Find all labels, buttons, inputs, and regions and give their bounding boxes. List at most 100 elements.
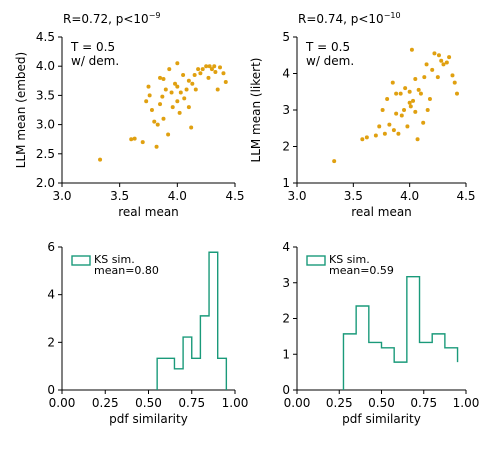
legend-swatch xyxy=(306,255,326,266)
data-point xyxy=(161,116,166,121)
data-point xyxy=(209,67,214,72)
data-point xyxy=(207,64,212,69)
data-point xyxy=(218,65,223,70)
data-point xyxy=(182,96,187,101)
data-point xyxy=(447,55,452,60)
data-point xyxy=(373,133,378,138)
y-axis-label: LLM mean (likert) xyxy=(249,58,263,163)
data-point xyxy=(181,72,186,77)
x-axis-label: pdf similarity xyxy=(342,412,421,426)
data-point xyxy=(387,122,392,127)
data-point xyxy=(377,124,382,129)
data-point xyxy=(444,60,449,65)
data-point xyxy=(163,87,168,92)
data-point xyxy=(147,93,152,98)
data-point xyxy=(184,87,189,92)
data-point xyxy=(212,64,217,69)
data-point xyxy=(425,108,430,112)
data-point xyxy=(155,122,160,127)
x-tick-label: 0.25 xyxy=(92,396,119,410)
data-point xyxy=(189,125,194,130)
x-axis-label: real mean xyxy=(351,205,412,219)
annotation: T = 0.5 xyxy=(70,40,115,54)
data-point xyxy=(436,53,441,58)
y-tick-label: 4 xyxy=(47,288,55,302)
y-tick-label: 0 xyxy=(282,383,290,397)
data-point xyxy=(98,157,103,162)
chart-panel-3: 0.00 0.25 0.50 0.75 1.00 0 2 4 6 pdf similarity KS… xyxy=(47,240,248,426)
data-point xyxy=(132,136,137,141)
histogram-step xyxy=(342,275,459,390)
y-tick-label: 1 xyxy=(282,347,290,361)
data-point xyxy=(398,91,403,96)
data-point xyxy=(411,98,416,103)
y-tick-label: 2.5 xyxy=(36,147,55,161)
data-point xyxy=(186,105,191,110)
data-point xyxy=(160,94,165,99)
data-point xyxy=(213,70,218,75)
data-point xyxy=(140,140,145,145)
data-point xyxy=(175,84,180,89)
data-point xyxy=(409,47,414,52)
data-point xyxy=(407,100,412,105)
legend-swatch xyxy=(71,255,91,266)
data-point xyxy=(454,91,459,96)
data-point xyxy=(380,108,385,112)
data-point xyxy=(408,104,413,109)
data-point xyxy=(382,131,387,136)
data-point xyxy=(158,102,163,107)
data-point xyxy=(399,113,404,118)
legend-label: mean=0.80 xyxy=(94,264,159,277)
data-point xyxy=(190,81,195,86)
data-point xyxy=(193,87,198,92)
x-axis-label: pdf similarity xyxy=(109,412,188,426)
data-point xyxy=(177,110,182,115)
data-point xyxy=(432,51,437,56)
data-point xyxy=(421,120,426,125)
histogram-step xyxy=(156,251,228,390)
chart-panel-2: 3.0 3.5 4.0 4.5 1 2 3 4 5 real mean LLM mean (like… xyxy=(249,11,476,219)
data-point xyxy=(204,64,209,69)
data-point xyxy=(166,132,171,137)
data-point xyxy=(364,135,369,140)
chart-title: R=0.74, p<10−10 xyxy=(298,11,401,26)
data-point xyxy=(405,124,410,129)
data-point xyxy=(173,81,178,86)
data-point xyxy=(441,62,446,67)
data-point xyxy=(418,91,423,96)
data-point xyxy=(427,97,432,102)
y-tick-label: 4 xyxy=(282,240,290,254)
data-point xyxy=(452,80,457,85)
x-axis-label: real mean xyxy=(118,205,179,219)
annotation: T = 0.5 xyxy=(305,40,350,54)
data-point xyxy=(200,67,205,72)
y-tick-label: 4.0 xyxy=(36,59,55,73)
data-point xyxy=(215,87,220,92)
data-point xyxy=(152,119,157,124)
data-point xyxy=(394,111,399,116)
data-point xyxy=(186,78,191,83)
x-tick-label: 4.5 xyxy=(456,189,475,203)
y-tick-label: 3.0 xyxy=(36,118,55,132)
data-point xyxy=(169,90,174,95)
x-tick-label: 1.00 xyxy=(453,396,480,410)
annotation: w/ dem. xyxy=(306,54,354,68)
y-tick-label: 2 xyxy=(282,312,290,326)
y-tick-label: 3 xyxy=(282,103,290,117)
data-point xyxy=(396,131,401,136)
y-tick-label: 1 xyxy=(282,176,290,190)
x-tick-label: 0.75 xyxy=(410,396,437,410)
data-point xyxy=(385,97,390,102)
data-point xyxy=(424,62,429,67)
y-axis-label: LLM mean (embed) xyxy=(14,52,28,168)
data-point xyxy=(403,86,408,91)
data-point xyxy=(394,91,399,96)
x-tick-label: 4.0 xyxy=(168,189,187,203)
data-point xyxy=(198,71,203,76)
data-point xyxy=(154,144,159,149)
data-point xyxy=(144,99,149,104)
data-point xyxy=(422,75,427,80)
x-tick-label: 0.25 xyxy=(326,396,353,410)
y-tick-label: 5 xyxy=(282,30,290,44)
